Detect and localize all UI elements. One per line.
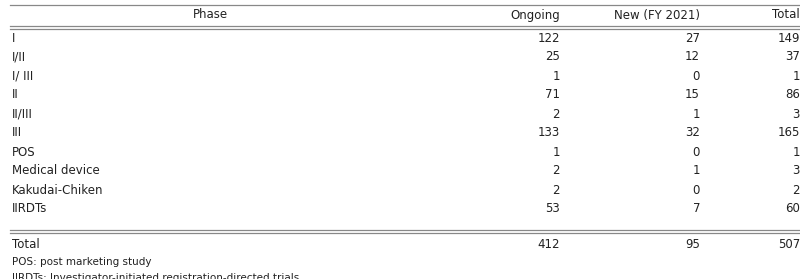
Text: I: I: [12, 32, 15, 44]
Text: 37: 37: [785, 50, 800, 64]
Text: 25: 25: [545, 50, 560, 64]
Text: 1: 1: [793, 69, 800, 83]
Text: 7: 7: [693, 203, 700, 215]
Text: 86: 86: [785, 88, 800, 102]
Text: Total: Total: [12, 237, 40, 251]
Text: II/III: II/III: [12, 107, 33, 121]
Text: IIRDTs: IIRDTs: [12, 203, 47, 215]
Text: 32: 32: [685, 126, 700, 140]
Text: 15: 15: [685, 88, 700, 102]
Text: 3: 3: [793, 107, 800, 121]
Text: IIRDTs: Investigator-initiated registration-directed trials: IIRDTs: Investigator-initiated registrat…: [12, 273, 299, 279]
Text: I/ III: I/ III: [12, 69, 34, 83]
Text: 12: 12: [685, 50, 700, 64]
Text: 2: 2: [553, 184, 560, 196]
Text: II: II: [12, 88, 18, 102]
Text: 1: 1: [793, 146, 800, 158]
Text: 71: 71: [545, 88, 560, 102]
Text: III: III: [12, 126, 22, 140]
Text: 53: 53: [546, 203, 560, 215]
Text: 60: 60: [785, 203, 800, 215]
Text: 2: 2: [553, 165, 560, 177]
Text: 133: 133: [538, 126, 560, 140]
Text: 3: 3: [793, 165, 800, 177]
Text: 95: 95: [685, 237, 700, 251]
Text: 0: 0: [693, 146, 700, 158]
Text: 122: 122: [538, 32, 560, 44]
Text: I/II: I/II: [12, 50, 26, 64]
Text: 0: 0: [693, 69, 700, 83]
Text: Phase: Phase: [193, 8, 227, 21]
Text: Ongoing: Ongoing: [510, 8, 560, 21]
Text: Medical device: Medical device: [12, 165, 100, 177]
Text: 2: 2: [553, 107, 560, 121]
Text: 1: 1: [553, 69, 560, 83]
Text: New (FY 2021): New (FY 2021): [614, 8, 700, 21]
Text: 1: 1: [693, 165, 700, 177]
Text: 507: 507: [778, 237, 800, 251]
Text: 1: 1: [693, 107, 700, 121]
Text: 149: 149: [778, 32, 800, 44]
Text: 2: 2: [793, 184, 800, 196]
Text: 165: 165: [778, 126, 800, 140]
Text: 412: 412: [538, 237, 560, 251]
Text: 1: 1: [553, 146, 560, 158]
Text: 0: 0: [693, 184, 700, 196]
Text: Total: Total: [772, 8, 800, 21]
Text: POS: post marketing study: POS: post marketing study: [12, 257, 151, 267]
Text: Kakudai-Chiken: Kakudai-Chiken: [12, 184, 103, 196]
Text: POS: POS: [12, 146, 36, 158]
Text: 27: 27: [685, 32, 700, 44]
